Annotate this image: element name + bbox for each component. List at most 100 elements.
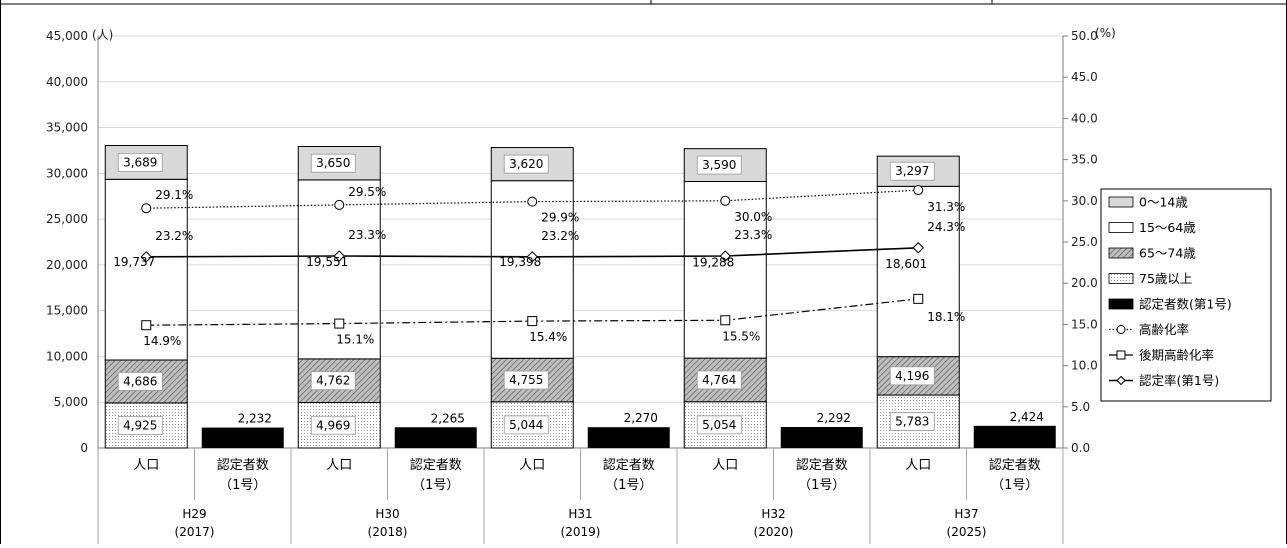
segment-label-box xyxy=(117,416,163,435)
line-label: 15.1% xyxy=(336,333,374,347)
segment-label-box xyxy=(117,372,163,391)
group-label: H37 xyxy=(954,507,978,521)
line-label: 29.1% xyxy=(155,188,193,202)
sub-label-certified-2: （1号） xyxy=(412,478,459,493)
segment-label: 19,288 xyxy=(692,255,734,269)
marker-square xyxy=(720,315,731,326)
line-label: 23.2% xyxy=(541,229,579,243)
certified-label: 2,265 xyxy=(431,411,465,425)
marker-diamond xyxy=(719,250,731,262)
bar-15-64 xyxy=(876,185,960,358)
sub-label-population: 人口 xyxy=(326,458,352,473)
axes: 0 5,000 10,000 15,000 20,000 25,000 30,000 35,0… xyxy=(46,26,1116,455)
sub-label-certified: 認定者数 xyxy=(410,457,462,473)
line-label: 24.3% xyxy=(927,220,965,234)
marker-circle xyxy=(527,196,538,207)
right-axis-unit: (%) xyxy=(1095,26,1116,40)
lines xyxy=(140,185,924,331)
line-label: 29.9% xyxy=(541,211,579,225)
bar-certified xyxy=(201,427,284,448)
legend-swatch xyxy=(1108,196,1134,208)
sub-label-certified: 認定者数 xyxy=(989,457,1041,473)
sub-label-certified: 認定者数 xyxy=(603,457,655,473)
group-year: (2019) xyxy=(561,525,601,539)
segment-label: 19,737 xyxy=(113,255,155,269)
marker-circle xyxy=(141,203,152,214)
sub-label-population: 人口 xyxy=(712,458,738,473)
marker-square xyxy=(527,316,538,327)
marker-square xyxy=(334,318,345,329)
marker-diamond xyxy=(140,251,152,263)
right-tick-label: 45.0 xyxy=(1071,70,1098,84)
segment-label: 3,590 xyxy=(702,158,736,172)
left-tick-label: 35,000 xyxy=(46,121,88,135)
sub-label-certified-2: （1号） xyxy=(605,478,652,493)
segment-label-box xyxy=(503,415,549,435)
group-label: H29 xyxy=(182,507,206,521)
category-axis: 人口 認定者数 （1号） H29 (2017) 人口 認定者数 （1号） H30 (2018) 人口… xyxy=(97,448,1064,544)
bar-certified xyxy=(973,425,1056,448)
segment-label: 4,762 xyxy=(316,374,350,388)
marker-circle xyxy=(720,195,731,206)
legend-swatch xyxy=(1108,222,1134,233)
certified-label: 2,292 xyxy=(817,411,851,425)
line-label: 23.3% xyxy=(734,228,772,242)
legend-label: 65～74歳 xyxy=(1139,246,1196,261)
segment-label-box xyxy=(310,371,356,391)
line-label: 14.9% xyxy=(143,334,181,348)
sub-label-certified-2: （1号） xyxy=(798,478,845,493)
right-tick-label: 0.0 xyxy=(1071,441,1090,455)
legend-swatch xyxy=(1108,273,1134,284)
legend-swatch xyxy=(1108,247,1134,259)
left-tick-label: 5,000 xyxy=(54,395,88,409)
bar-15-64 xyxy=(683,181,767,359)
line-label: 15.5% xyxy=(722,329,760,343)
sub-label-certified-2: （1号） xyxy=(991,478,1038,493)
segment-label-box xyxy=(889,412,935,431)
segment-label-box xyxy=(310,153,356,173)
segment-label-box xyxy=(503,154,549,174)
group-year: (2017) xyxy=(175,525,215,539)
right-tick-label: 20.0 xyxy=(1071,276,1098,290)
sub-label-certified: 認定者数 xyxy=(796,457,848,473)
certified-label: 2,424 xyxy=(1010,410,1044,424)
legend-label: 後期高齢化率 xyxy=(1139,348,1214,363)
segment-label: 5,044 xyxy=(509,418,543,432)
segment-label-box xyxy=(117,153,163,172)
right-tick-label: 40.0 xyxy=(1071,111,1098,125)
segment-label: 4,755 xyxy=(509,373,543,387)
legend-swatch xyxy=(1108,298,1134,310)
segment-label: 4,686 xyxy=(123,374,157,388)
legend-marker-diamond xyxy=(1116,375,1126,386)
group-label: H32 xyxy=(761,507,785,521)
group-year: (2018) xyxy=(368,525,408,539)
bar-certified xyxy=(780,427,863,448)
segment-label: 5,054 xyxy=(702,418,736,432)
sub-label-population: 人口 xyxy=(133,458,159,473)
sub-label-certified-2: （1号） xyxy=(219,478,266,493)
segment-label-box xyxy=(696,155,742,175)
right-tick-label: 50.0 xyxy=(1071,29,1098,43)
left-tick-label: 25,000 xyxy=(46,212,88,226)
legend-label: 0～14歳 xyxy=(1139,195,1188,210)
segment-label-box xyxy=(503,370,549,390)
left-tick-label: 15,000 xyxy=(46,304,88,318)
legend-label: 75歳以上 xyxy=(1139,271,1192,286)
legend-label: 高齢化率 xyxy=(1139,322,1189,337)
segment-label: 3,689 xyxy=(123,155,157,169)
right-tick-label: 15.0 xyxy=(1071,317,1098,331)
line-label: 18.1% xyxy=(927,310,965,324)
segment-label-box xyxy=(696,370,742,390)
segment-label: 19,551 xyxy=(306,255,348,269)
legend-label: 認定者数(第1号) xyxy=(1139,297,1232,312)
line-label: 15.4% xyxy=(529,330,567,344)
right-tick-label: 30.0 xyxy=(1071,194,1098,208)
legend-label: 認定率(第1号) xyxy=(1139,373,1219,388)
left-tick-label: 20,000 xyxy=(46,258,88,272)
line-label: 31.3% xyxy=(927,200,965,214)
segment-label-box xyxy=(889,366,935,386)
sub-label-certified: 認定者数 xyxy=(217,457,269,473)
